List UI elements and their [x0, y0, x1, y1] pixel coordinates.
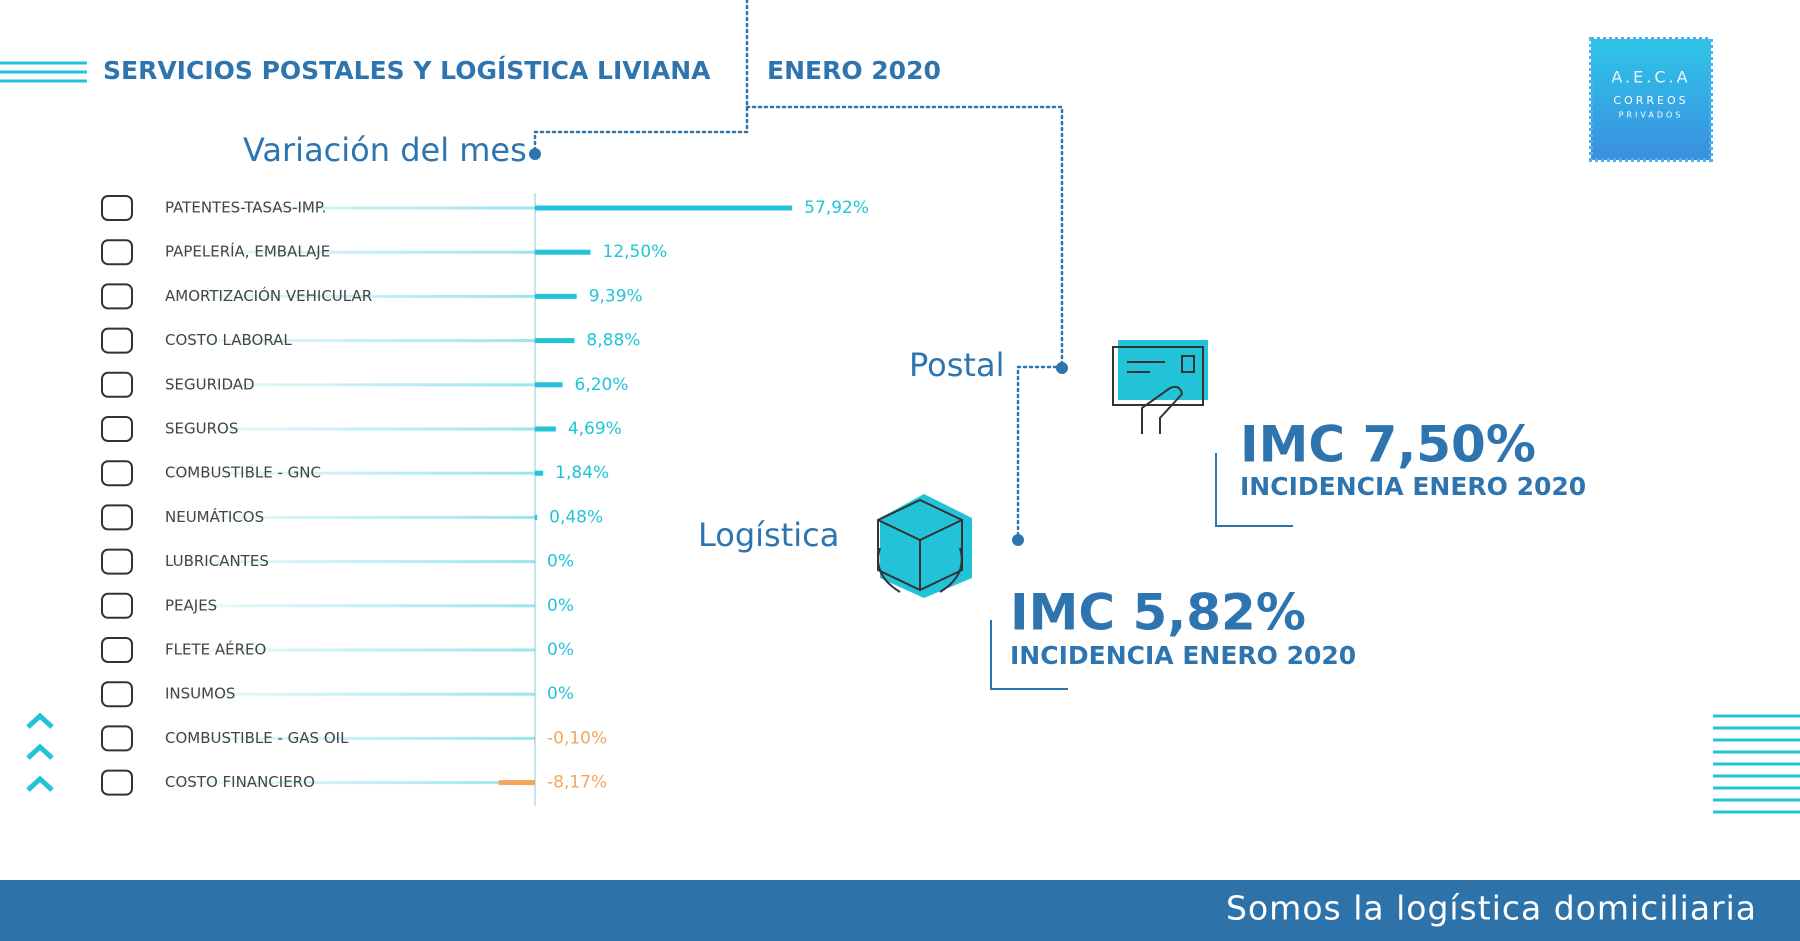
icon [101, 504, 133, 531]
icon [101, 769, 133, 796]
postal-imc: IMC 7,50% [1240, 416, 1536, 474]
value-label: 6,20% [575, 375, 629, 395]
chart-title: Variación del mes [243, 131, 527, 169]
postal-label: Postal [909, 346, 1004, 384]
bar-track [165, 736, 535, 740]
icon [101, 460, 133, 487]
logo: A.E.C.A CORREOS PRIVADOS [1589, 37, 1713, 162]
icon [101, 681, 133, 708]
bar-track [165, 206, 535, 210]
value-label: 0% [547, 596, 574, 616]
category-label: PATENTES-TASAS-IMP. [165, 199, 326, 217]
bar-track [165, 471, 535, 475]
bar-track [165, 604, 535, 608]
bar-track [165, 560, 535, 564]
header-stripes [0, 61, 87, 83]
value-label: 4,69% [568, 419, 622, 439]
logo-line2: PRIVADOS [1619, 111, 1684, 120]
bar [535, 205, 793, 211]
right-stripes [1713, 714, 1800, 814]
bar-track [165, 648, 535, 652]
connectors [529, 0, 1068, 546]
envelope-icon [1112, 340, 1208, 434]
bar [535, 470, 544, 476]
logo-name: A.E.C.A [1611, 68, 1690, 87]
value-label: 1,84% [555, 463, 609, 483]
bar-track [165, 294, 535, 298]
bar-track [165, 339, 535, 343]
value-label: 8,88% [586, 331, 640, 351]
value-label: 0% [547, 640, 574, 660]
postal-bracket [1215, 453, 1293, 527]
icon [101, 195, 133, 221]
category-label: COMBUSTIBLE - GNC [165, 464, 321, 482]
icon [101, 592, 133, 619]
bar [498, 780, 535, 786]
category-label: SEGURIDAD [165, 375, 255, 393]
value-label: 57,92% [804, 198, 869, 218]
bar-track [165, 692, 535, 696]
category-label: FLETE AÉREO [165, 640, 266, 659]
category-label: AMORTIZACIÓN VEHICULAR [165, 286, 372, 305]
value-label: 0,48% [549, 507, 603, 527]
bar [535, 293, 577, 299]
footer-slogan: Somos la logística domiciliaria [1226, 889, 1757, 928]
logistica-caption: INCIDENCIA ENERO 2020 [1010, 641, 1356, 670]
icon [101, 548, 133, 575]
category-label: COSTO FINANCIERO [165, 773, 315, 791]
bar-track [165, 383, 535, 387]
bar-track [165, 781, 535, 785]
bar [535, 338, 575, 344]
icon [101, 283, 133, 310]
value-label: 0% [547, 552, 574, 572]
category-label: LUBRICANTES [165, 552, 269, 570]
header-title: SERVICIOS POSTALES Y LOGÍSTICA LIVIANA [103, 56, 711, 85]
bar-track [165, 427, 535, 431]
bar-track [165, 515, 535, 519]
category-label: PAPELERÍA, EMBALAJE [165, 242, 330, 261]
category-label: COSTO LABORAL [165, 331, 292, 349]
icon [101, 637, 133, 663]
header-period: ENERO 2020 [767, 56, 941, 85]
footer-band [0, 880, 1800, 941]
value-label: 9,39% [589, 286, 643, 306]
category-label: SEGUROS [165, 420, 238, 438]
bar [535, 382, 563, 388]
logistica-imc: IMC 5,82% [1010, 584, 1306, 642]
icon [101, 725, 133, 752]
logistica-label: Logística [698, 516, 839, 554]
icon [101, 327, 133, 354]
icon [101, 416, 133, 442]
category-label: NEUMÁTICOS [165, 507, 264, 526]
box-icon [877, 494, 972, 598]
chevrons [26, 712, 54, 792]
postal-caption: INCIDENCIA ENERO 2020 [1240, 472, 1586, 501]
bar [535, 249, 591, 255]
category-label: COMBUSTIBLE - GAS OIL [165, 729, 349, 747]
bar [535, 426, 556, 432]
logistica-bracket [990, 620, 1068, 690]
icon [101, 371, 133, 398]
value-label: -8,17% [547, 773, 607, 793]
category-label: PEAJES [165, 596, 217, 614]
bar [535, 514, 538, 520]
icon [101, 239, 133, 266]
bar-track [165, 250, 535, 254]
value-label: 0% [547, 684, 574, 704]
value-label: 12,50% [603, 242, 668, 262]
category-label: INSUMOS [165, 685, 235, 703]
value-label: -0,10% [547, 728, 607, 748]
logo-line1: CORREOS [1613, 94, 1688, 107]
